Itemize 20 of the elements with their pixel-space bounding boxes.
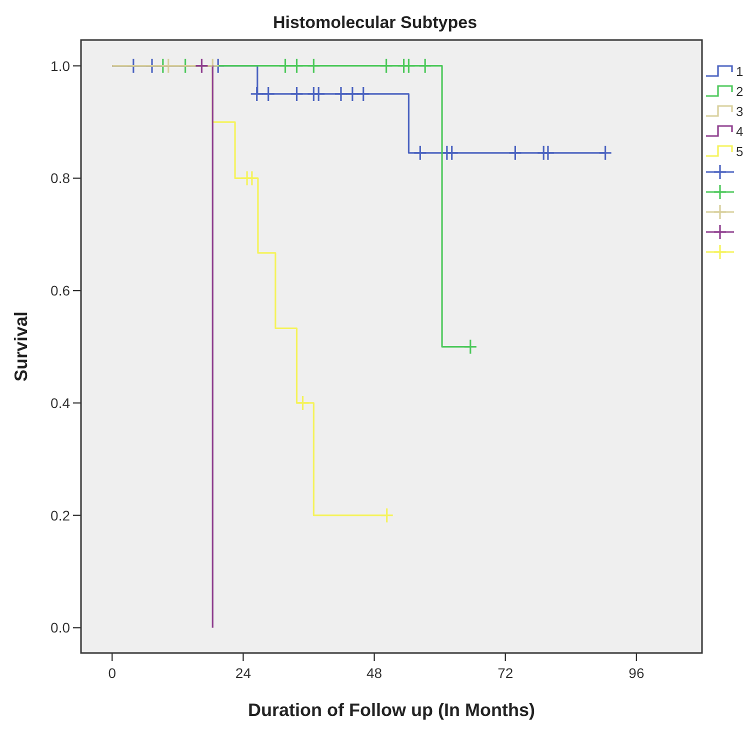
- y-axis-title: Survival: [11, 311, 31, 382]
- y-tick-label: 0.6: [50, 282, 70, 299]
- legend-label: 5: [736, 144, 744, 159]
- x-tick-label: 72: [498, 665, 514, 681]
- x-tick-label: 48: [366, 665, 382, 681]
- y-tick-label: 0.0: [50, 620, 70, 636]
- y-tick-label: 0.2: [50, 507, 70, 524]
- point: [194, 58, 209, 74]
- x-tick-label: 96: [628, 665, 644, 681]
- y-tick-label: 0.8: [50, 170, 70, 186]
- y-tick-label: 0.4: [50, 394, 70, 411]
- x-axis-title: Duration of Follow up (In Months): [248, 700, 535, 720]
- x-tick-label: 0: [108, 665, 116, 681]
- legend-label: 2: [736, 84, 744, 99]
- chart-title: Histomolecular Subtypes: [272, 13, 478, 32]
- y-tick-label: 1.0: [50, 58, 70, 74]
- x-tick-label: 24: [235, 665, 252, 681]
- legend-label: 3: [736, 104, 744, 119]
- legend-label: 1: [736, 64, 744, 79]
- legend-label: 4: [736, 124, 744, 139]
